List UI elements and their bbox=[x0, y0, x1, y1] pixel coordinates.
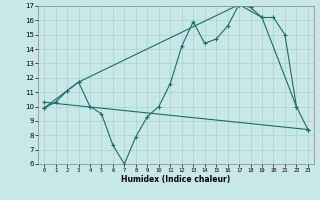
X-axis label: Humidex (Indice chaleur): Humidex (Indice chaleur) bbox=[121, 175, 231, 184]
